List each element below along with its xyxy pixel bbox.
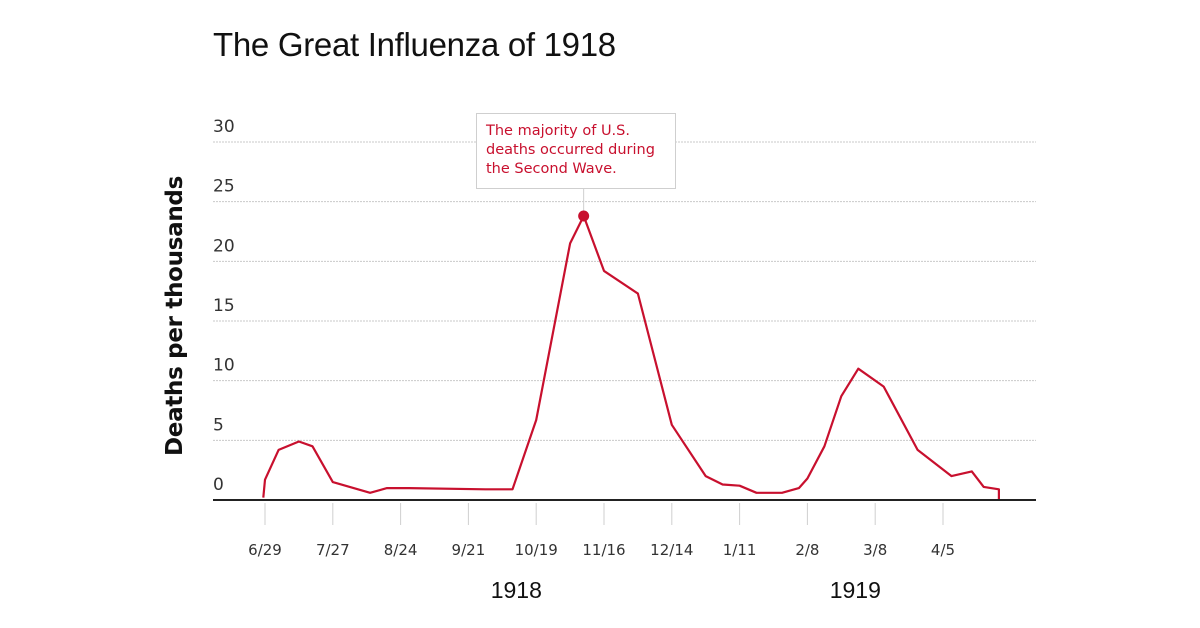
x-tick-label: 7/27	[316, 541, 350, 559]
peak-marker	[578, 210, 590, 222]
y-tick-label: 0	[213, 475, 224, 495]
annotation-box: The majority of U.S. deaths occurred dur…	[476, 113, 676, 189]
annotation-line: deaths occurred during	[486, 142, 655, 158]
x-tick-label: 4/5	[931, 541, 955, 559]
x-tick-label: 8/24	[384, 541, 418, 559]
annotation-line: the Second Wave.	[486, 161, 617, 177]
x-tick-label: 1/11	[723, 541, 757, 559]
y-tick-label: 15	[213, 296, 235, 316]
y-tick-labels: 0 5 10 15 20 25 30	[213, 117, 235, 495]
x-tick-label: 2/8	[795, 541, 819, 559]
y-tick-label: 20	[213, 236, 235, 256]
y-tick-label: 10	[213, 356, 235, 376]
year-label: 1919	[830, 577, 881, 603]
year-labels: 1918 1919	[491, 577, 881, 603]
y-tick-label: 25	[213, 177, 235, 197]
x-ticks: 6/29 7/27 8/24 9/21 10/19 11/16 12/14 1/11 2/8 3/…	[248, 503, 955, 559]
x-tick-label: 3/8	[863, 541, 887, 559]
x-tick-label: 6/29	[248, 541, 282, 559]
annotation-line: The majority of U.S.	[486, 123, 630, 139]
x-tick-label: 9/21	[452, 541, 486, 559]
data-points	[263, 216, 999, 498]
x-tick-label: 12/14	[650, 541, 693, 559]
x-tick-label: 10/19	[515, 541, 558, 559]
y-tick-label: 5	[213, 415, 224, 435]
series-line	[262, 214, 1000, 500]
y-tick-label: 30	[213, 117, 235, 137]
x-tick-label: 11/16	[582, 541, 625, 559]
year-label: 1918	[491, 577, 542, 603]
chart-title: The Great Influenza of 1918	[213, 26, 616, 63]
